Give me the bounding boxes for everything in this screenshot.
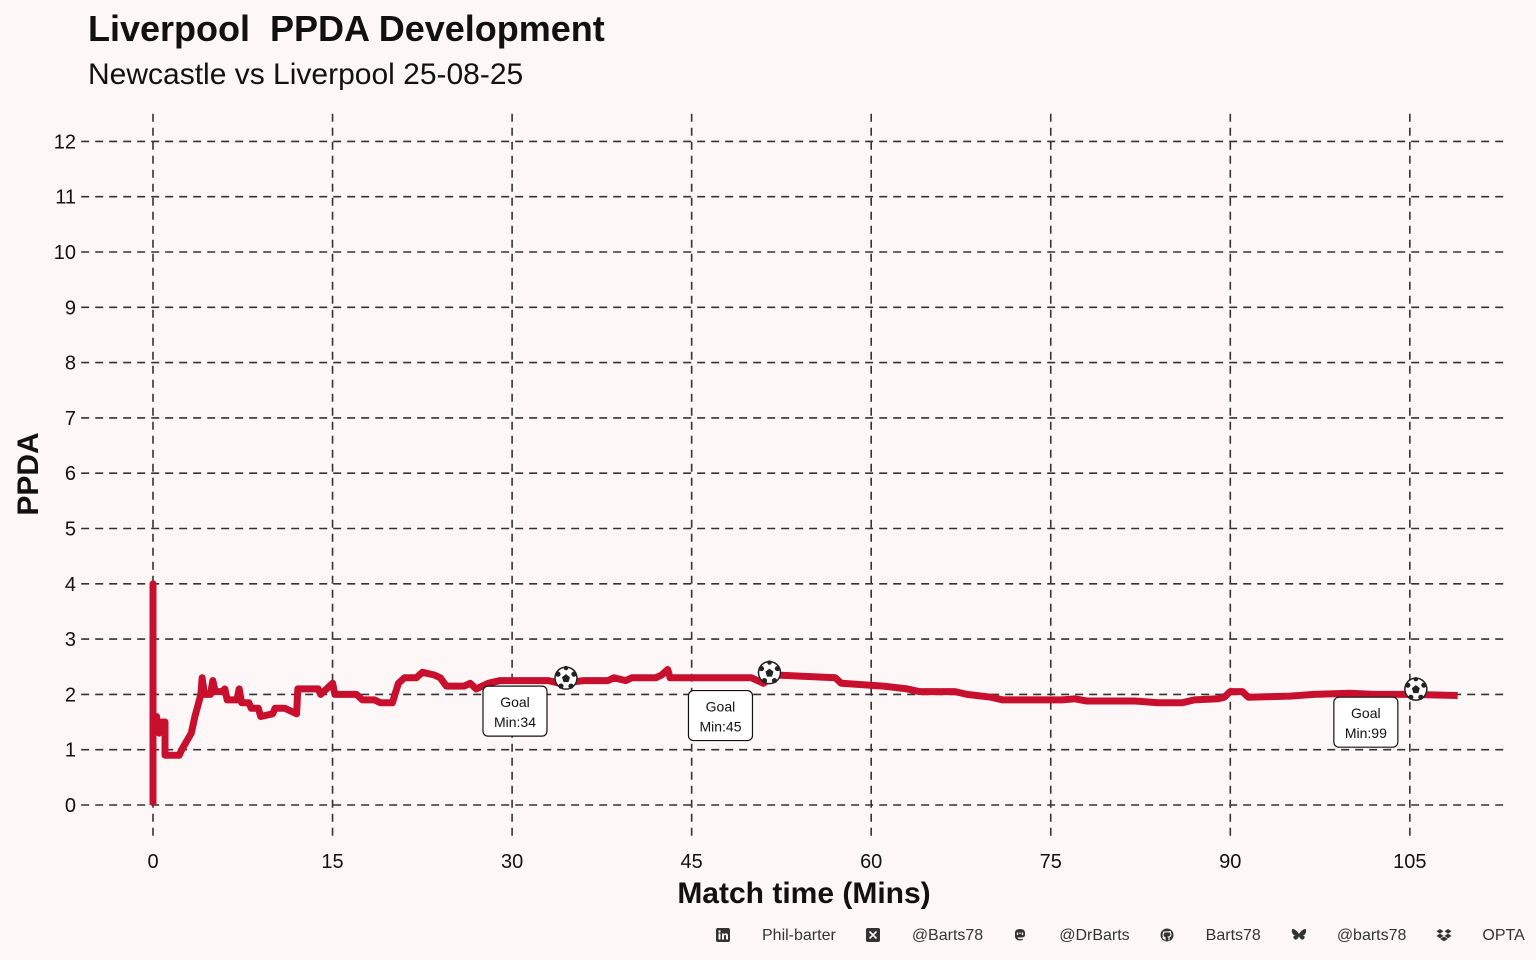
ball-side-patch [767,660,772,665]
goal-label-title: Goal [706,699,736,715]
ball-side-patch [571,671,577,677]
ball-side-patch [758,665,765,672]
bluesky-icon [1291,928,1307,944]
y-tick-label: 6 [65,463,76,485]
ball-side-patch [774,665,781,672]
x-twitter-icon [865,928,882,944]
x-tick-label: 45 [681,851,703,873]
chart-title: Liverpool PPDA Development [88,8,605,49]
y-tick-label: 9 [65,297,76,319]
x-tick-label: 60 [860,851,882,873]
soccer-ball-icon [757,660,782,685]
x-tick-label: 0 [147,851,158,873]
ball-center-patch [765,668,774,677]
ball-side-patch [1413,676,1419,682]
goal-label-title: Goal [500,694,530,710]
goal-annotations: Goal Min:34 Goal Min:45 Goal Min:99 [482,660,1428,748]
goal-label-box [482,685,548,737]
goal-label-minute: Min:45 [699,719,741,735]
y-tick-label: 5 [65,519,76,541]
goal-label-minute: Min:99 [1345,725,1387,741]
ball-side-patch [1405,682,1411,688]
footer-credit-text: Barts78 [1205,927,1261,944]
x-tick-label: 90 [1219,851,1241,873]
goal-label-minute: Min:34 [494,714,536,730]
ball-center-patch [561,674,570,683]
ball-side-patch [761,677,768,684]
linkedin-icon [716,928,732,944]
ball-side-patch [1408,694,1414,700]
ball-side-patch [568,683,574,689]
y-axis-label: PPDA [12,432,45,515]
goal-label-box [687,689,754,742]
x-tick-label: 30 [501,851,523,873]
ball-side-patch [1418,694,1424,700]
ball-side-patch [563,665,569,671]
ball-side-patch [555,671,561,677]
soccer-ball-icon [1404,676,1428,701]
y-tick-label: 2 [65,684,76,706]
github-icon [1160,928,1176,944]
goal-label-title: Goal [1351,705,1381,721]
footer-credit-text: @Barts78 [911,927,984,944]
ball-center-patch [1411,685,1420,694]
y-tick-label: 4 [65,574,76,596]
ball-side-patch [771,677,778,684]
dropbox-icon [1436,928,1452,944]
mastodon-icon [1013,928,1029,944]
footer-credit-text: OPTA [1482,927,1525,944]
x-tick-label: 105 [1393,851,1426,873]
y-tick-label: 3 [65,629,76,651]
y-tick-label: 0 [65,795,76,817]
series-layer [149,580,1458,805]
footer-credit-text: @barts78 [1336,927,1407,944]
chart-subtitle: Newcastle vs Liverpool 25-08-25 [88,58,524,91]
footer-credits: Phil-barter @Barts78 @DrBarts Barts78 @barts… [716,925,1525,947]
y-tick-label: 8 [65,353,76,375]
x-axis-label: Match time (Mins) [677,877,930,910]
x-tick-label: 75 [1040,851,1062,873]
y-tick-label: 12 [54,131,76,153]
y-tick-label: 1 [65,740,76,762]
ball-side-patch [1421,682,1427,688]
x-tick-label: 15 [321,851,343,873]
y-tick-label: 11 [55,187,76,209]
y-tick-label: 10 [54,242,76,264]
grid-lines [81,113,1506,840]
soccer-ball-icon [554,665,578,690]
ppda-series-line [149,580,1458,805]
footer-credit-text: Phil-barter [762,927,836,944]
y-tick-label: 7 [65,408,76,430]
footer-credit-text: @DrBarts [1059,927,1130,944]
goal-label-box [1333,696,1399,748]
ball-side-patch [558,683,564,689]
x-tick-labels: 0 15 30 45 60 75 90 105 [147,851,1426,873]
